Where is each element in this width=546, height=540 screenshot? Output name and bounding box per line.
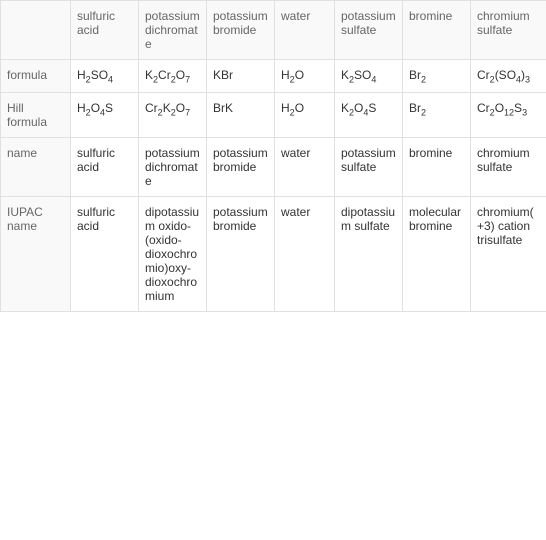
table-row-name: name sulfuric acid potassium dichromate … bbox=[1, 138, 546, 197]
cell-iupac-potassium-dichromate: dipotassium oxido-(oxido-dioxochromio)ox… bbox=[139, 197, 207, 312]
cell-hill-bromine: Br2 bbox=[403, 93, 471, 138]
cell-hill-potassium-bromide: BrK bbox=[207, 93, 275, 138]
cell-formula-potassium-sulfate: K2SO4 bbox=[335, 60, 403, 93]
cell-iupac-potassium-bromide: potassium bromide bbox=[207, 197, 275, 312]
cell-formula-sulfuric-acid: H2SO4 bbox=[71, 60, 139, 93]
cell-iupac-bromine: molecular bromine bbox=[403, 197, 471, 312]
cell-formula-chromium-sulfate: Cr2(SO4)3 bbox=[471, 60, 546, 93]
header-sulfuric-acid: sulfuric acid bbox=[71, 1, 139, 60]
cell-name-water: water bbox=[275, 138, 335, 197]
rowlabel-iupac: IUPAC name bbox=[1, 197, 71, 312]
table-row-iupac: IUPAC name sulfuric acid dipotassium oxi… bbox=[1, 197, 546, 312]
rowlabel-hill: Hill formula bbox=[1, 93, 71, 138]
header-chromium-sulfate: chromium sulfate bbox=[471, 1, 546, 60]
cell-name-potassium-dichromate: potassium dichromate bbox=[139, 138, 207, 197]
table-row-formula: formula H2SO4 K2Cr2O7 KBr H2O K2SO4 Br2 … bbox=[1, 60, 546, 93]
header-potassium-bromide: potassium bromide bbox=[207, 1, 275, 60]
cell-name-bromine: bromine bbox=[403, 138, 471, 197]
header-water: water bbox=[275, 1, 335, 60]
header-bromine: bromine bbox=[403, 1, 471, 60]
chemical-properties-table: sulfuric acid potassium dichromate potas… bbox=[0, 0, 546, 312]
cell-name-chromium-sulfate: chromium sulfate bbox=[471, 138, 546, 197]
rowlabel-name: name bbox=[1, 138, 71, 197]
cell-hill-chromium-sulfate: Cr2O12S3 bbox=[471, 93, 546, 138]
cell-iupac-potassium-sulfate: dipotassium sulfate bbox=[335, 197, 403, 312]
rowlabel-formula: formula bbox=[1, 60, 71, 93]
cell-hill-sulfuric-acid: H2O4S bbox=[71, 93, 139, 138]
cell-iupac-chromium-sulfate: chromium(+3) cation trisulfate bbox=[471, 197, 546, 312]
table-row-hill: Hill formula H2O4S Cr2K2O7 BrK H2O K2O4S… bbox=[1, 93, 546, 138]
cell-name-potassium-bromide: potassium bromide bbox=[207, 138, 275, 197]
header-empty bbox=[1, 1, 71, 60]
header-potassium-sulfate: potassium sulfate bbox=[335, 1, 403, 60]
cell-formula-bromine: Br2 bbox=[403, 60, 471, 93]
cell-iupac-sulfuric-acid: sulfuric acid bbox=[71, 197, 139, 312]
header-potassium-dichromate: potassium dichromate bbox=[139, 1, 207, 60]
cell-hill-potassium-dichromate: Cr2K2O7 bbox=[139, 93, 207, 138]
table-header-row: sulfuric acid potassium dichromate potas… bbox=[1, 1, 546, 60]
cell-name-sulfuric-acid: sulfuric acid bbox=[71, 138, 139, 197]
cell-name-potassium-sulfate: potassium sulfate bbox=[335, 138, 403, 197]
cell-formula-potassium-dichromate: K2Cr2O7 bbox=[139, 60, 207, 93]
cell-hill-water: H2O bbox=[275, 93, 335, 138]
cell-formula-potassium-bromide: KBr bbox=[207, 60, 275, 93]
cell-hill-potassium-sulfate: K2O4S bbox=[335, 93, 403, 138]
cell-iupac-water: water bbox=[275, 197, 335, 312]
cell-formula-water: H2O bbox=[275, 60, 335, 93]
